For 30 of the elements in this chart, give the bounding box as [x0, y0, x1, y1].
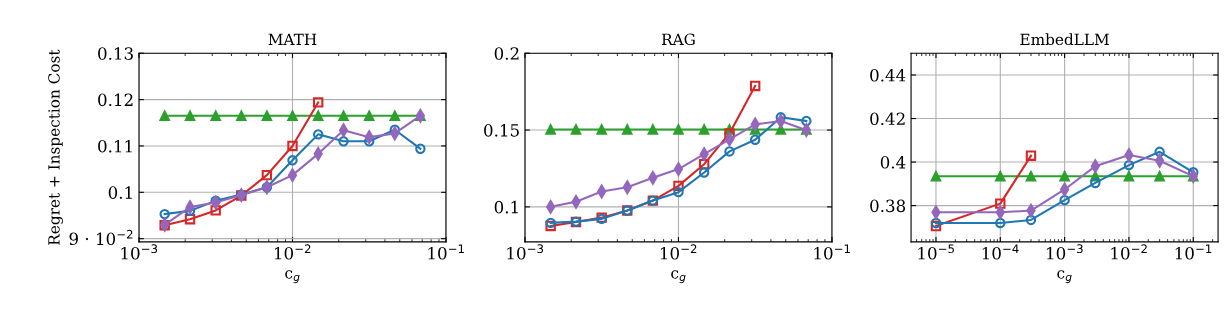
y-axis-title: Regret + Inspection Cost — [48, 49, 63, 245]
y-tick-label: 0.1 — [108, 186, 132, 199]
y-tick-label: 0.13 — [98, 47, 133, 60]
y-tick-label: 0.4 — [880, 156, 906, 169]
x-tick-label: 10$^{−5}$ — [918, 244, 954, 260]
y-tick-label: 0.12 — [98, 93, 133, 107]
x-tick-label: 10$^{−3}$ — [1047, 244, 1083, 260]
x-axis-title: c$_{g}$ — [671, 270, 686, 284]
y-tick-label: 0.15 — [484, 124, 519, 137]
y-tick-label: 0.2 — [494, 47, 519, 60]
x-tick-label: 10$^{−2}$ — [1111, 244, 1147, 260]
x-tick-label: 10$^{−2}$ — [660, 244, 697, 260]
x-axis-title: c$_{g}$ — [285, 270, 300, 284]
x-tick-label: 10$^{−3}$ — [507, 244, 544, 260]
x-tick-label: 10$^{−1}$ — [1175, 244, 1212, 260]
y-tick-label: 0.42 — [870, 112, 905, 126]
x-tick-label: 10$^{−1}$ — [814, 244, 850, 260]
x-tick-label: 10$^{−4}$ — [982, 244, 1019, 260]
y-tick-label: 9 · 10$^{−2}$ — [69, 229, 133, 246]
x-tick-label: 10$^{−1}$ — [428, 244, 464, 260]
y-tick-label: 0.44 — [870, 68, 906, 82]
x-tick-label: 10$^{−3}$ — [121, 244, 158, 260]
y-tick-label: 0.11 — [98, 139, 132, 153]
x-axis-title: c$_{g}$ — [1057, 270, 1072, 284]
chart-title: MATH — [268, 33, 317, 45]
x-tick-label: 10$^{−2}$ — [274, 244, 311, 260]
chart-title: RAG — [661, 33, 695, 46]
chart-title: EmbedLLM — [1020, 33, 1109, 46]
y-tick-label: 0.38 — [870, 199, 906, 213]
y-tick-label: 0.1 — [494, 200, 518, 214]
